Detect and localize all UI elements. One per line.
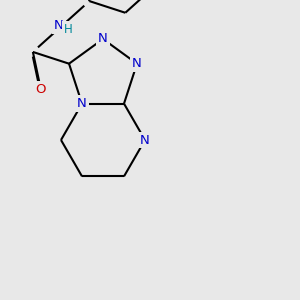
Text: N: N	[140, 134, 150, 146]
Text: H: H	[64, 23, 73, 36]
Text: N: N	[77, 97, 87, 110]
Text: Cl: Cl	[176, 0, 188, 3]
Text: N: N	[132, 57, 142, 70]
Text: N: N	[54, 19, 64, 32]
Text: O: O	[35, 82, 46, 96]
Text: N: N	[98, 32, 108, 46]
